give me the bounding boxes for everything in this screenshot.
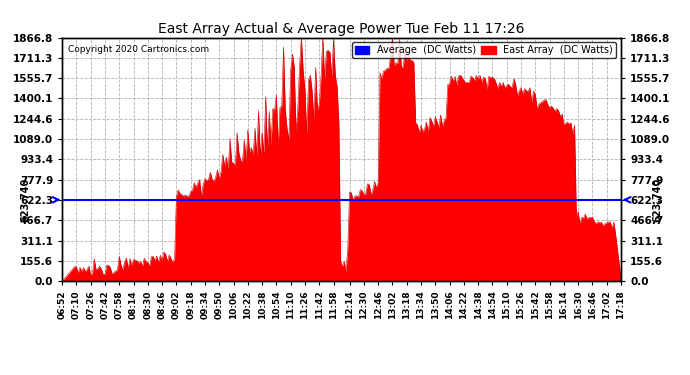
Legend: Average  (DC Watts), East Array  (DC Watts): Average (DC Watts), East Array (DC Watts… <box>352 42 616 58</box>
Text: 623.740: 623.740 <box>652 178 662 222</box>
Text: Copyright 2020 Cartronics.com: Copyright 2020 Cartronics.com <box>68 45 209 54</box>
Title: East Array Actual & Average Power Tue Feb 11 17:26: East Array Actual & Average Power Tue Fe… <box>158 22 525 36</box>
Text: 623.740: 623.740 <box>21 178 31 222</box>
